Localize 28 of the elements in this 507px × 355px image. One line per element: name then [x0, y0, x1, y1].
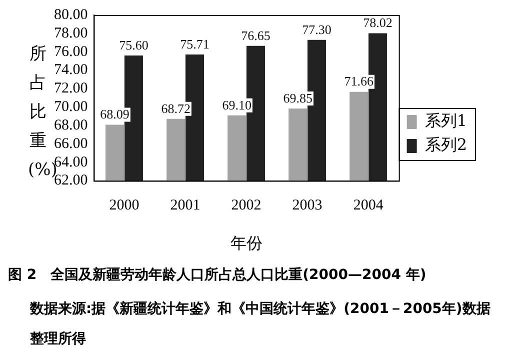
legend-label: 系列2 [424, 135, 468, 154]
x-axis-title: 年份 [230, 234, 262, 253]
y-tick-label: 70.00 [54, 99, 88, 116]
x-tick-label: 2003 [292, 198, 322, 214]
y-tick-label: 68.00 [54, 117, 88, 134]
data-label: 69.85 [283, 90, 312, 106]
data-label: 75.60 [119, 37, 148, 52]
data-label: 77.30 [302, 22, 332, 37]
data-label: 71.66 [344, 74, 374, 89]
y-tick-label: 74.00 [54, 62, 88, 78]
data-label: 68.09 [100, 106, 130, 122]
x-tick-label: 2000 [109, 198, 140, 214]
data-label: 75.71 [180, 36, 210, 52]
legend-label: 系列1 [424, 111, 468, 130]
data-label: 69.10 [222, 97, 252, 112]
data-label: 68.72 [161, 100, 190, 116]
y-tick-label: 66.00 [54, 136, 88, 152]
y-tick-label: 72.00 [54, 80, 88, 97]
y-tick-label: 80.00 [54, 6, 88, 23]
y-tick-label: 78.00 [54, 25, 88, 42]
x-tick-label: 2001 [170, 198, 200, 214]
x-tick-label: 2002 [231, 198, 262, 214]
x-tick-label: 2004 [353, 198, 384, 214]
source-note: 数据来源:据《新疆统计年鉴》和《中国统计年鉴》(2001－2005年)数据整理所得 [30, 300, 492, 349]
data-label: 78.02 [363, 15, 392, 30]
y-tick-label: 76.00 [54, 44, 88, 60]
data-label: 76.65 [241, 28, 270, 43]
text: 图 2 全国及新疆劳动年龄人口所占总人口比重(2000—2004 年) [8, 266, 428, 284]
